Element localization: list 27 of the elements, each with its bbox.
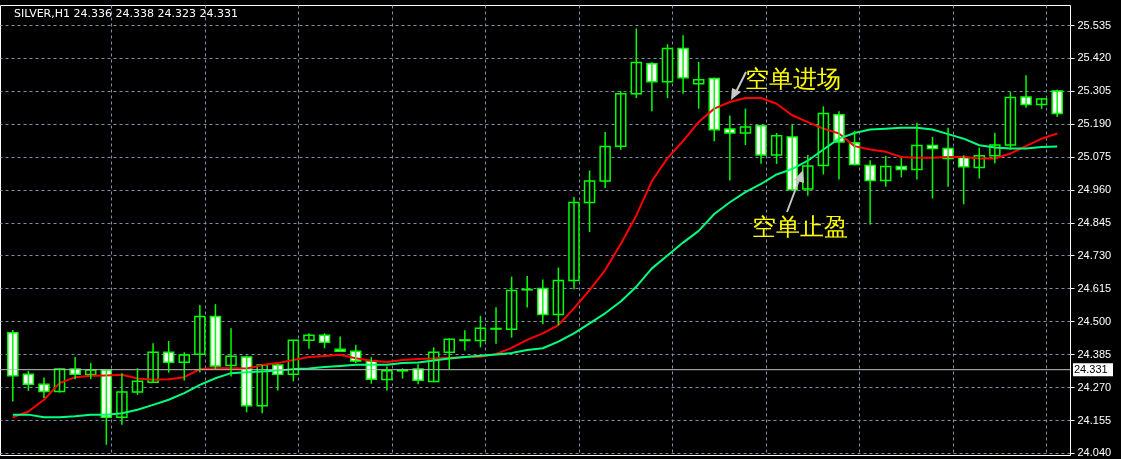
candlestick: [521, 275, 533, 309]
y-tick-label: 25.190: [1077, 117, 1112, 130]
candlestick: [739, 107, 752, 146]
y-tick-label: 24.385: [1077, 347, 1112, 360]
candlestick: [459, 329, 471, 352]
candlestick: [724, 114, 736, 182]
y-tick-label: 24.845: [1077, 216, 1112, 229]
candlestick: [490, 306, 502, 345]
y-tick-label: 24.040: [1077, 446, 1112, 459]
y-tick-label: 25.535: [1077, 18, 1112, 31]
annotation: 空单止盈: [752, 213, 848, 241]
ref-line-label: 24.331: [1074, 362, 1108, 375]
y-tick-label: 24.730: [1077, 248, 1112, 261]
chart-title: SILVER,H1 24.336 24.338 24.323 24.331: [14, 7, 238, 20]
y-tick-label: 25.075: [1077, 150, 1112, 163]
candlestick: [162, 340, 175, 374]
candlestick: [131, 367, 144, 396]
y-tick-label: 24.615: [1077, 281, 1112, 294]
candlestick: [225, 327, 237, 378]
y-tick-label: 24.500: [1077, 314, 1112, 327]
y-tick-label: 24.270: [1077, 380, 1112, 393]
candlestick: [178, 351, 191, 382]
y-tick-label: 24.960: [1077, 183, 1112, 196]
y-tick-label: 25.305: [1077, 84, 1112, 97]
annotation: 空单进场: [745, 65, 841, 93]
y-tick-label: 25.420: [1077, 51, 1112, 64]
y-tick-label: 24.155: [1077, 413, 1112, 426]
